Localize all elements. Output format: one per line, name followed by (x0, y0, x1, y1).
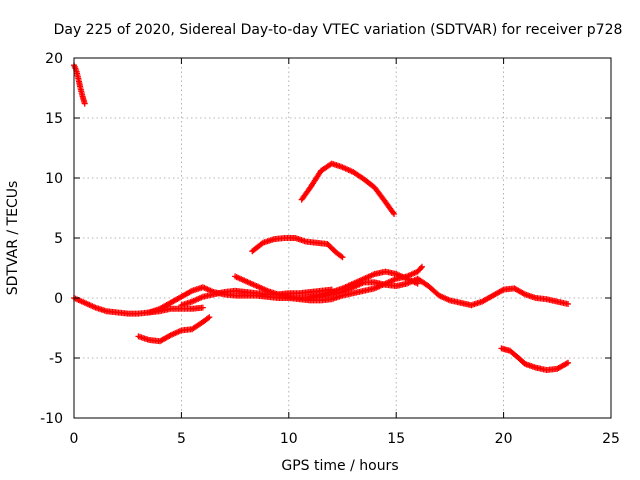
data-point (206, 314, 213, 321)
y-tick-label: 10 (45, 171, 63, 187)
data-point (565, 301, 572, 307)
series-arc-3 (135, 314, 213, 345)
data-point (81, 100, 88, 107)
series-arc-1 (71, 62, 88, 107)
data-point (199, 304, 206, 311)
axis-ticks: 0 5 10 15 20 25 -10 -5 0 5 10 15 20 (40, 51, 620, 447)
data-point (563, 360, 570, 367)
data-point (565, 359, 572, 366)
y-tick-label: -10 (40, 411, 63, 427)
chart-title: Day 225 of 2020, Sidereal Day-to-day VTE… (54, 22, 623, 38)
data-point (520, 290, 527, 297)
data-point (391, 211, 398, 217)
series-arc-8 (249, 235, 346, 261)
x-tick-label: 15 (387, 431, 405, 447)
series-arc-7 (307, 275, 572, 309)
series-arc-9 (298, 160, 398, 217)
data-point (339, 254, 346, 261)
data-point (390, 209, 397, 216)
x-tick-label: 25 (602, 431, 620, 447)
x-tick-label: 5 (177, 431, 186, 447)
x-axis-label: GPS time / hours (281, 458, 398, 474)
series-arc-10 (498, 345, 572, 373)
y-tick-label: 15 (45, 111, 63, 127)
data-point (187, 288, 194, 295)
y-tick-label: -5 (49, 351, 63, 367)
series-arc-2 (71, 295, 206, 317)
data-point (205, 315, 212, 322)
data-point (417, 265, 424, 271)
data-point (418, 263, 425, 270)
data-points (71, 62, 572, 373)
x-tick-label: 0 (70, 431, 79, 447)
x-tick-label: 10 (280, 431, 298, 447)
y-tick-label: 20 (45, 51, 63, 67)
y-tick-label: 5 (54, 231, 63, 247)
y-tick-label: 0 (54, 291, 63, 307)
data-point (338, 253, 345, 260)
data-point (499, 287, 506, 294)
x-tick-label: 20 (495, 431, 513, 447)
y-axis-label: SDTVAR / TECUs (5, 181, 21, 296)
